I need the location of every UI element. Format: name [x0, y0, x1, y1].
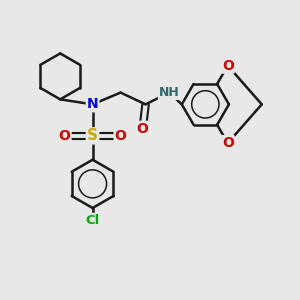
Text: O: O: [137, 122, 148, 136]
Text: Cl: Cl: [85, 214, 100, 227]
Text: S: S: [87, 128, 98, 143]
Text: O: O: [115, 129, 127, 143]
Text: N: N: [87, 98, 98, 111]
Text: O: O: [222, 58, 234, 73]
Text: O: O: [222, 136, 234, 150]
Text: O: O: [59, 129, 70, 143]
Text: NH: NH: [159, 86, 179, 99]
